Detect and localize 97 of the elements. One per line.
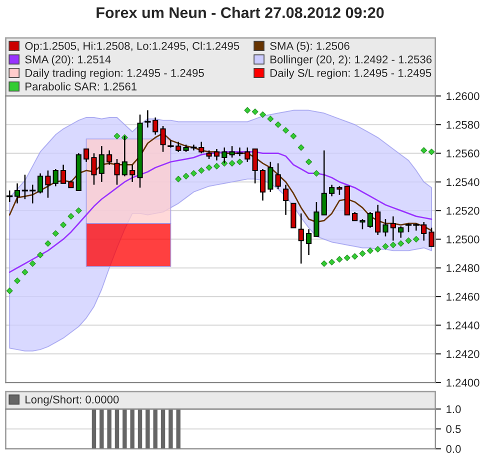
point xyxy=(6,288,13,294)
y-tick-label: 1.2540 xyxy=(446,178,480,186)
point xyxy=(44,240,52,247)
point xyxy=(213,162,220,170)
point xyxy=(274,121,282,128)
point xyxy=(68,213,74,220)
y-tick-label: 0.5 xyxy=(446,425,461,434)
point xyxy=(244,107,251,114)
legend-label: Parabolic SAR: 1.2561 xyxy=(26,82,137,90)
point xyxy=(390,242,396,248)
legend-label: Daily trading region: 1.2495 - 1.2495 xyxy=(26,68,204,80)
candlestick xyxy=(84,148,90,162)
y-tick-label: 1.2460 xyxy=(446,292,480,301)
candlestick xyxy=(360,218,366,230)
candlestick xyxy=(91,152,97,186)
y-tick-label: 1.2600 xyxy=(446,92,480,100)
point xyxy=(206,164,212,171)
point xyxy=(344,254,350,262)
candlestick xyxy=(45,170,51,198)
point xyxy=(336,256,343,263)
point xyxy=(228,160,236,167)
y-tick-label: 1.2480 xyxy=(446,264,480,272)
legend-label: Long/Short: 0.0000 xyxy=(26,395,119,406)
point xyxy=(75,207,82,214)
point xyxy=(114,132,120,140)
point xyxy=(260,111,266,118)
y-tick-label: 1.2420 xyxy=(446,350,480,358)
y-tick-label: 1.2500 xyxy=(446,236,480,244)
y-tick-label: 1.2580 xyxy=(446,120,480,129)
legend-label: SMA (20): 1.2514 xyxy=(25,55,111,66)
candlestick xyxy=(114,158,120,186)
point xyxy=(398,240,404,247)
candlestick xyxy=(98,145,104,183)
point xyxy=(282,127,289,134)
candlestick xyxy=(252,148,258,184)
candlestick xyxy=(282,184,289,216)
candlestick xyxy=(329,184,335,197)
y-tick-label: 1.0 xyxy=(446,405,461,414)
candlestick xyxy=(37,172,44,194)
legend-label: Daily S/L region: 1.2495 - 1.2495 xyxy=(270,68,432,80)
candlestick xyxy=(321,150,327,216)
legend-label: SMA (5): 1.2506 xyxy=(270,42,350,52)
candlestick xyxy=(130,164,136,183)
y-tick-label: 1.2400 xyxy=(446,378,480,387)
candlestick xyxy=(375,204,381,236)
candlestick xyxy=(60,164,66,184)
candlestick xyxy=(367,211,373,228)
candlestick xyxy=(160,125,166,152)
candlestick xyxy=(390,216,396,242)
point xyxy=(320,260,328,267)
point xyxy=(175,176,182,182)
y-tick-label: 1.2560 xyxy=(446,150,480,158)
point xyxy=(14,278,20,284)
point xyxy=(290,132,297,140)
point xyxy=(190,170,197,177)
point xyxy=(236,158,243,166)
point xyxy=(37,252,44,258)
point xyxy=(52,230,59,237)
candlestick xyxy=(14,182,20,204)
point xyxy=(267,116,274,122)
point xyxy=(352,253,358,260)
chart-title: Forex um Neun - Chart 27.08.2012 09:20 xyxy=(96,6,384,18)
y-tick-label: 1.2440 xyxy=(446,321,480,330)
candlestick xyxy=(106,150,112,166)
point xyxy=(405,237,412,244)
candlestick xyxy=(268,161,274,193)
point xyxy=(313,170,320,177)
candlestick xyxy=(306,228,312,256)
candlestick xyxy=(298,212,304,264)
legend-label: Bollinger (20, 2): 1.2492 - 1.2536 xyxy=(270,55,432,66)
y-tick-label: 0.0 xyxy=(446,445,461,453)
point xyxy=(412,236,420,242)
point xyxy=(60,222,67,228)
point xyxy=(374,246,382,252)
point xyxy=(420,147,428,154)
point xyxy=(298,144,304,151)
point xyxy=(252,108,258,115)
point xyxy=(22,268,28,276)
point xyxy=(182,172,190,180)
y-tick-label: 1.2520 xyxy=(446,206,480,215)
candlestick xyxy=(214,148,220,162)
point xyxy=(359,250,366,257)
point xyxy=(366,247,374,254)
candlestick xyxy=(428,227,434,248)
candlestick xyxy=(52,168,58,187)
point xyxy=(306,158,312,166)
candlestick xyxy=(260,168,266,202)
point xyxy=(29,260,36,267)
legend-label: Op:1.2505, Hi:1.2508, Lo:1.2495, Cl:1.2495 xyxy=(25,42,240,52)
candlestick xyxy=(275,162,281,190)
point xyxy=(328,258,336,266)
point xyxy=(428,148,435,156)
point xyxy=(382,243,389,250)
candlestick xyxy=(382,218,388,237)
candlestick xyxy=(421,221,427,242)
candlestick xyxy=(398,226,404,238)
point xyxy=(198,167,205,174)
